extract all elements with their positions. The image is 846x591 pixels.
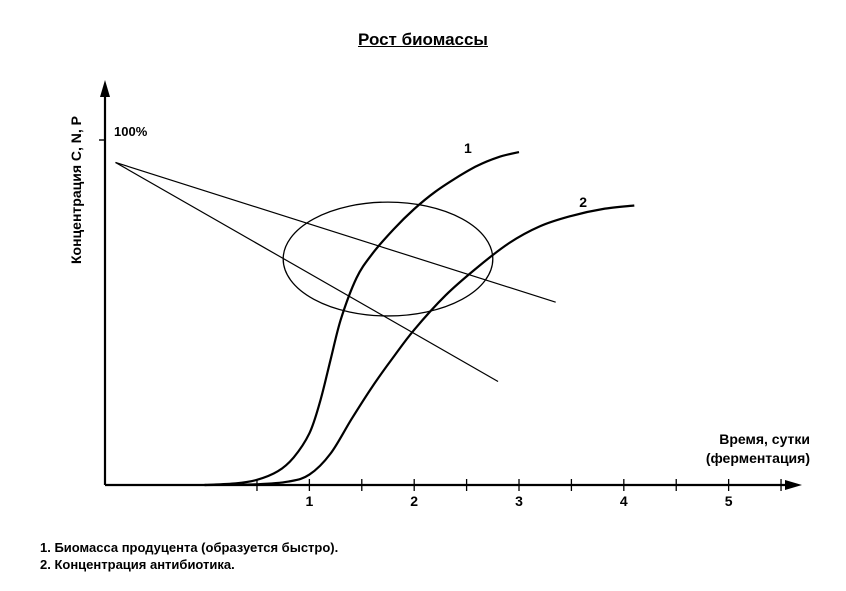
- guide-line-2: [115, 161, 499, 383]
- guide-lines: [115, 161, 556, 383]
- curves: [204, 151, 635, 487]
- x-tick-label: 2: [410, 493, 419, 509]
- x-ticks: [256, 479, 782, 491]
- curve-2: [204, 204, 635, 487]
- highlight-circle: [282, 201, 494, 317]
- y-axis-label-text: Концентрация C, N, P: [68, 116, 84, 264]
- x-tick-label: 5: [724, 493, 733, 509]
- curve-1: [204, 151, 520, 487]
- axes: [99, 80, 802, 490]
- x-axis-label: Время, сутки (ферментация): [650, 430, 810, 468]
- x-axis-arrow: [785, 480, 802, 490]
- legend-item-2: 2. Концентрация антибиотика.: [40, 557, 235, 572]
- curve-label-1: 1: [464, 140, 472, 157]
- curve-label-2: 2: [579, 193, 588, 210]
- x-tick-label: 1: [305, 493, 314, 509]
- x-tick-label: 4: [619, 493, 628, 509]
- legend: 1. Биомасса продуцента (образуется быстр…: [40, 539, 338, 573]
- x-axis-label-line2: (ферментация): [705, 450, 810, 466]
- x-tick-label: 3: [515, 493, 523, 509]
- x-axis-label-line1: Время, сутки: [719, 431, 810, 447]
- y-100-annotation: 100%: [114, 124, 148, 139]
- y-axis-arrow: [100, 80, 110, 97]
- legend-item-1: 1. Биомасса продуцента (образуется быстр…: [40, 540, 339, 555]
- guide-line-1: [115, 161, 556, 303]
- chart-title: Рост биомассы: [358, 30, 488, 49]
